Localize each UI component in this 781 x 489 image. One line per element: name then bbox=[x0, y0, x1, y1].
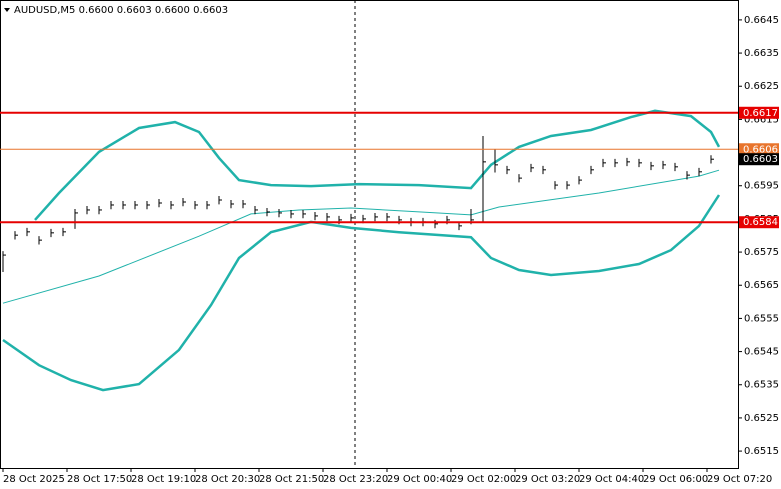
y-tick-label: 0.6515 bbox=[744, 446, 779, 457]
level-label: 0.6584 bbox=[743, 217, 778, 228]
last-price-label: 0.6603 bbox=[743, 154, 778, 165]
last-price-box bbox=[739, 153, 779, 166]
x-tick-label: 29 Oct 06:00 bbox=[643, 474, 708, 485]
level-label-box bbox=[739, 106, 779, 119]
level-label-box bbox=[739, 143, 779, 156]
level-label: 0.6606 bbox=[743, 144, 778, 155]
y-tick-label: 0.6565 bbox=[744, 280, 779, 291]
x-tick-label: 28 Oct 23:20 bbox=[323, 474, 388, 485]
menu-arrow[interactable] bbox=[4, 8, 10, 12]
y-tick-label: 0.6535 bbox=[744, 380, 779, 391]
x-tick-label: 28 Oct 2025 bbox=[3, 474, 65, 485]
y-tick-label: 0.6595 bbox=[744, 181, 779, 192]
x-tick-label: 28 Oct 20:30 bbox=[195, 474, 260, 485]
x-tick-label: 28 Oct 19:10 bbox=[131, 474, 196, 485]
level-label: 0.6617 bbox=[743, 108, 778, 119]
y-tick-label: 0.6555 bbox=[744, 313, 779, 324]
chart-title: AUDUSD,M5 0.6600 0.6603 0.6600 0.6603 bbox=[14, 5, 228, 16]
x-tick-label: 29 Oct 04:40 bbox=[579, 474, 644, 485]
x-tick-label: 28 Oct 17:50 bbox=[67, 474, 132, 485]
x-tick-label: 29 Oct 02:00 bbox=[451, 474, 516, 485]
x-tick-label: 29 Oct 00:40 bbox=[387, 474, 452, 485]
plot-frame bbox=[0, 0, 739, 469]
y-tick-label: 0.6525 bbox=[744, 413, 779, 424]
indicator-line bbox=[2, 169, 720, 304]
y-tick-label: 0.6625 bbox=[744, 81, 779, 92]
level-label-box bbox=[739, 216, 779, 229]
indicator-line bbox=[34, 109, 721, 221]
indicator-line bbox=[2, 194, 721, 392]
y-tick-label: 0.6545 bbox=[744, 347, 779, 358]
y-tick-label: 0.6645 bbox=[744, 15, 779, 26]
y-tick-label: 0.6615 bbox=[744, 114, 779, 125]
x-tick-label: 29 Oct 07:20 bbox=[707, 474, 772, 485]
x-tick-label: 28 Oct 21:50 bbox=[259, 474, 324, 485]
y-tick-label: 0.6575 bbox=[744, 247, 779, 258]
y-tick-label: 0.6635 bbox=[744, 48, 779, 59]
x-tick-label: 29 Oct 03:20 bbox=[515, 474, 580, 485]
